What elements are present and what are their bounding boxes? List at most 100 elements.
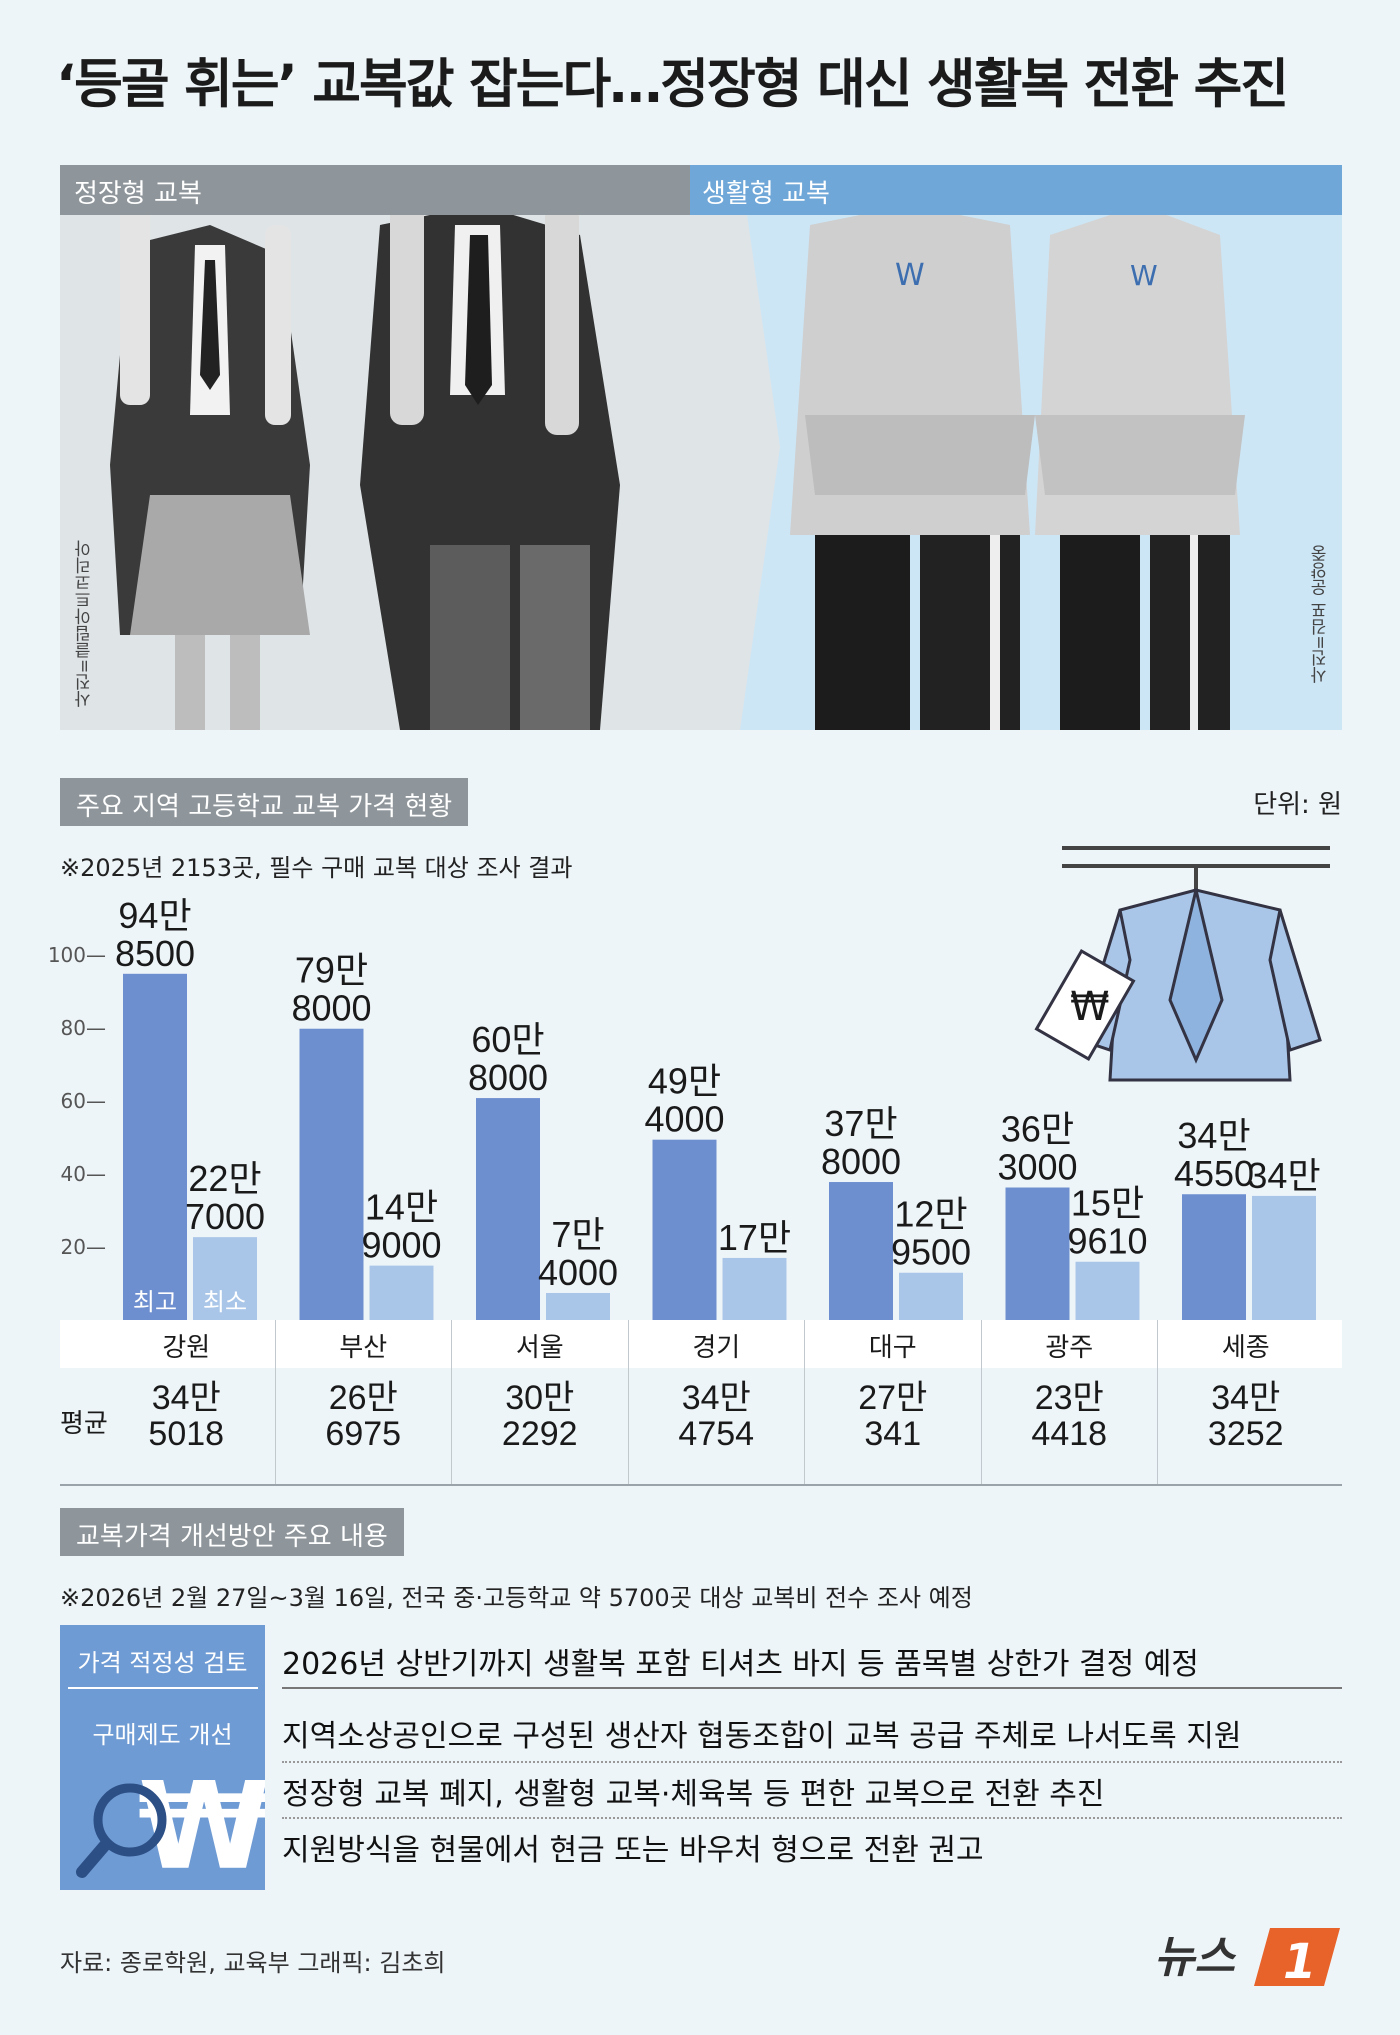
bar-max-서울 [476,1098,540,1320]
casual-uniform-illustration: W W [690,165,1245,730]
measure-divider [282,1761,1342,1763]
bar-min-경기 [722,1257,787,1320]
y-tick-label: 80— [61,1016,106,1040]
formal-label-band [60,165,710,215]
average-value: 34만 3252 [1207,1379,1284,1453]
source-credit: 자료: 종로학원, 교육부 그래픽: 김초희 [60,1949,446,1977]
legend-max-tag: 최고 [133,1288,177,1316]
uniform-price-bar-chart: ₩ 100—80—60—40—20—94만850022만700079만80001… [48,846,1330,1320]
casual-uniform-label: 생활형 교복 [702,179,830,209]
table-bottom-line [60,1484,1342,1486]
bar-max-경기 [652,1139,717,1320]
data-label-max: 4550 [1174,1153,1254,1194]
region-label: 광주 [1045,1333,1094,1363]
svg-text:W: W [895,258,925,293]
average-label: 평균 [60,1409,108,1439]
data-label-max: 8000 [821,1141,901,1182]
measure-divider [282,1687,1342,1689]
region-label: 경기 [692,1333,741,1363]
data-label-min: 34만 [1247,1155,1320,1196]
region-label: 부산 [339,1333,388,1363]
logo-text: 뉴스 [1154,1932,1236,1983]
measure-item: 2026년 상반기까지 생활복 포함 티셔츠 바지 등 품목별 상한가 결정 예… [282,1647,1199,1682]
y-tick-label: 20— [61,1235,106,1259]
measure-item: 정장형 교복 폐지, 생활형 교복·체육복 등 편한 교복으로 전환 추진 [282,1777,1105,1812]
bar-max-대구 [829,1182,893,1320]
bar-min-광주 [1075,1261,1140,1320]
bar-min-강원 [193,1237,257,1320]
data-label-min: 9000 [361,1225,441,1266]
bar-min-대구 [899,1272,963,1320]
formal-uniform-photo [60,165,750,730]
measures-sidebar: 가격 적정성 검토 구매제도 개선 ₩ [60,1625,265,1890]
casual-label-band [690,165,1342,215]
average-value: 34만 5018 [148,1379,225,1453]
uniform-photo-panel: W W 정장형 교복 생활형 교복 사진=클립아트코리아 사진=김포 운양중 [60,165,1342,730]
data-label-min: 17만 [718,1217,791,1258]
table-column-서울: 서울 30만 2292 [451,1320,628,1485]
table-column-부산: 부산 26만 6975 [274,1320,452,1485]
data-label-min: 15만 [1071,1183,1144,1224]
data-label-max: 37만 [824,1103,897,1144]
data-label-min: 9610 [1067,1221,1147,1262]
formal-uniform-illustration [110,165,750,730]
measure-item: 지원방식을 현물에서 현금 또는 바우처 형으로 전환 권고 [282,1833,984,1868]
average-value: 30만 2292 [501,1379,578,1453]
average-value: 26만 6975 [325,1379,402,1453]
bar-max-광주 [1005,1187,1070,1320]
measures-panel: 가격 적정성 검토 구매제도 개선 ₩ 2026년 상반기까지 생활복 포함 티… [60,1625,1342,1890]
average-value: 34만 4754 [678,1379,755,1453]
svg-text:W: W [1130,259,1158,292]
tag-divider [68,1687,258,1689]
table-column-대구: 대구 27만 341 [804,1320,981,1485]
bar-max-강원 [123,973,187,1320]
measure-divider [282,1817,1342,1819]
table-column-경기: 경기 34만 4754 [627,1320,805,1485]
data-label-min: 12만 [894,1194,967,1235]
legend-min-tag: 최소 [203,1288,247,1316]
data-label-max: 94만 [118,895,191,936]
data-label-min: 14만 [365,1187,438,1228]
table-column-광주: 광주 23만 4418 [980,1320,1158,1485]
region-label: 대구 [868,1333,917,1363]
bar-max-부산 [299,1028,364,1320]
news1-logo: 뉴스 1 [1154,1928,1340,1990]
formal-uniform-label: 정장형 교복 [74,179,202,209]
region-label: 세종 [1221,1333,1270,1363]
page-title: ‘등골 휘는’ 교복값 잡는다…정장형 대신 생활복 전환 추진 [56,54,1289,115]
data-label-max: 8500 [115,933,195,974]
casual-uniform-photo: W W [690,165,1342,730]
table-column-강원: 강원 34만 5018 [98,1320,275,1485]
data-label-min: 7만 [551,1214,604,1255]
jacket-hanger-illustration: ₩ [1034,846,1330,1082]
y-tick-label: 60— [61,1089,106,1113]
won-icon: ₩ [1070,984,1110,1030]
data-label-max: 79만 [295,950,368,991]
bar-min-세종 [1252,1195,1316,1320]
y-tick-label: 100— [48,943,106,967]
region-label: 서울 [515,1333,564,1363]
data-label-max: 36만 [1001,1109,1074,1150]
data-label-max: 8000 [468,1057,548,1098]
measures-section-header: 교복가격 개선방안 주요 내용 [60,1508,404,1556]
unit-label: 단위: 원 [1253,790,1342,820]
chart-note: ※2025년 2153곳, 필수 구매 교복 대상 조사 결과 [60,854,573,882]
data-label-max: 8000 [291,988,371,1029]
data-label-min: 9500 [891,1232,971,1273]
measure-item: 지역소상공인으로 구성된 생산자 협동조합이 교복 공급 주체로 나서도록 지원 [282,1719,1242,1754]
bar-max-세종 [1182,1194,1246,1320]
region-label: 강원 [162,1333,211,1363]
chart-section-header: 주요 지역 고등학교 교복 가격 현황 [60,778,469,826]
purchase-system-tag: 구매제도 개선 [92,1721,233,1749]
data-label-min: 4000 [538,1252,618,1293]
data-label-max: 3000 [997,1147,1077,1188]
data-label-max: 49만 [648,1061,721,1102]
y-tick-label: 40— [61,1162,106,1186]
price-review-tag: 가격 적정성 검토 [77,1649,248,1677]
bar-min-부산 [369,1265,434,1320]
data-label-min: 22만 [188,1158,261,1199]
logo-number: 1 [1283,1934,1316,1990]
data-label-max: 4000 [644,1099,724,1140]
data-label-max: 60만 [471,1019,544,1060]
data-label-max: 34만 [1177,1115,1250,1156]
